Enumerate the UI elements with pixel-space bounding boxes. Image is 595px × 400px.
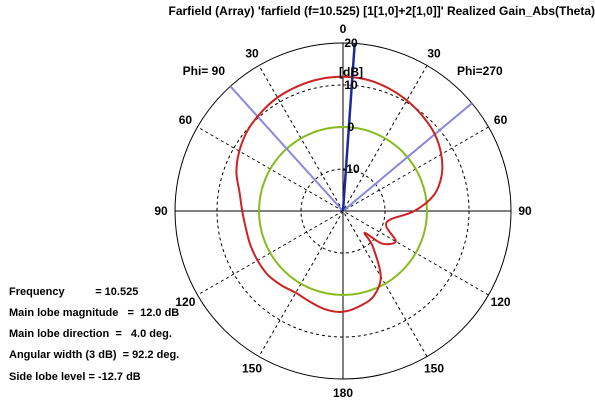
- reference-circle: [258, 126, 428, 296]
- main-lobe-marker-group: [341, 43, 356, 212]
- angle-label-60: 60: [494, 113, 508, 127]
- angle-label-330: 30: [245, 46, 259, 60]
- radial-unit-label: [dB]: [339, 65, 363, 79]
- main-lobe-direction-readout: Main lobe direction = 4.0 deg.: [9, 328, 172, 340]
- angle-label-90: 90: [518, 204, 532, 218]
- angle-label-240: 120: [175, 295, 195, 309]
- reference-circle-group: [258, 126, 428, 296]
- radial-tick-label: -10: [342, 162, 360, 176]
- chart-title: Farfield (Array) 'farfield (f=10.525) [1…: [169, 4, 595, 18]
- main-lobe-magnitude-readout: Main lobe magnitude = 12.0 dB: [9, 307, 180, 319]
- angle-label-300: 60: [179, 113, 193, 127]
- angle-label-180: 180: [333, 386, 353, 400]
- radial-tick-label: 10: [344, 78, 358, 92]
- beam-width-line-1: [229, 85, 344, 212]
- beam-width-lines: [229, 85, 473, 212]
- angle-label-210: 150: [242, 362, 262, 376]
- phi-label-270: Phi=270: [457, 64, 503, 78]
- phi-label-90: Phi= 90: [183, 64, 226, 78]
- angle-label-120: 120: [491, 295, 511, 309]
- radial-tick-label: 20: [344, 36, 358, 50]
- angle-label-150: 150: [424, 362, 444, 376]
- main-lobe-marker: [341, 43, 356, 212]
- angle-label-0: 0: [340, 22, 347, 36]
- frequency-readout: Frequency = 10.525: [9, 286, 139, 298]
- radiation-pattern: [235, 75, 444, 313]
- angle-label-30: 30: [427, 46, 441, 60]
- axis-labels: 0 30 60 90 120 150 180 150 120 90 60 30 20 10 0 -10 [dB]…: [154, 22, 532, 400]
- pattern-curve: [235, 75, 444, 313]
- side-lobe-level-readout: Side lobe level = -12.7 dB: [9, 371, 141, 383]
- radial-tick-label: 0: [348, 120, 355, 134]
- beam-width-line-2: [342, 102, 473, 212]
- angle-label-270: 90: [154, 204, 168, 218]
- angular-width-readout: Angular width (3 dB) = 92.2 deg.: [9, 349, 180, 361]
